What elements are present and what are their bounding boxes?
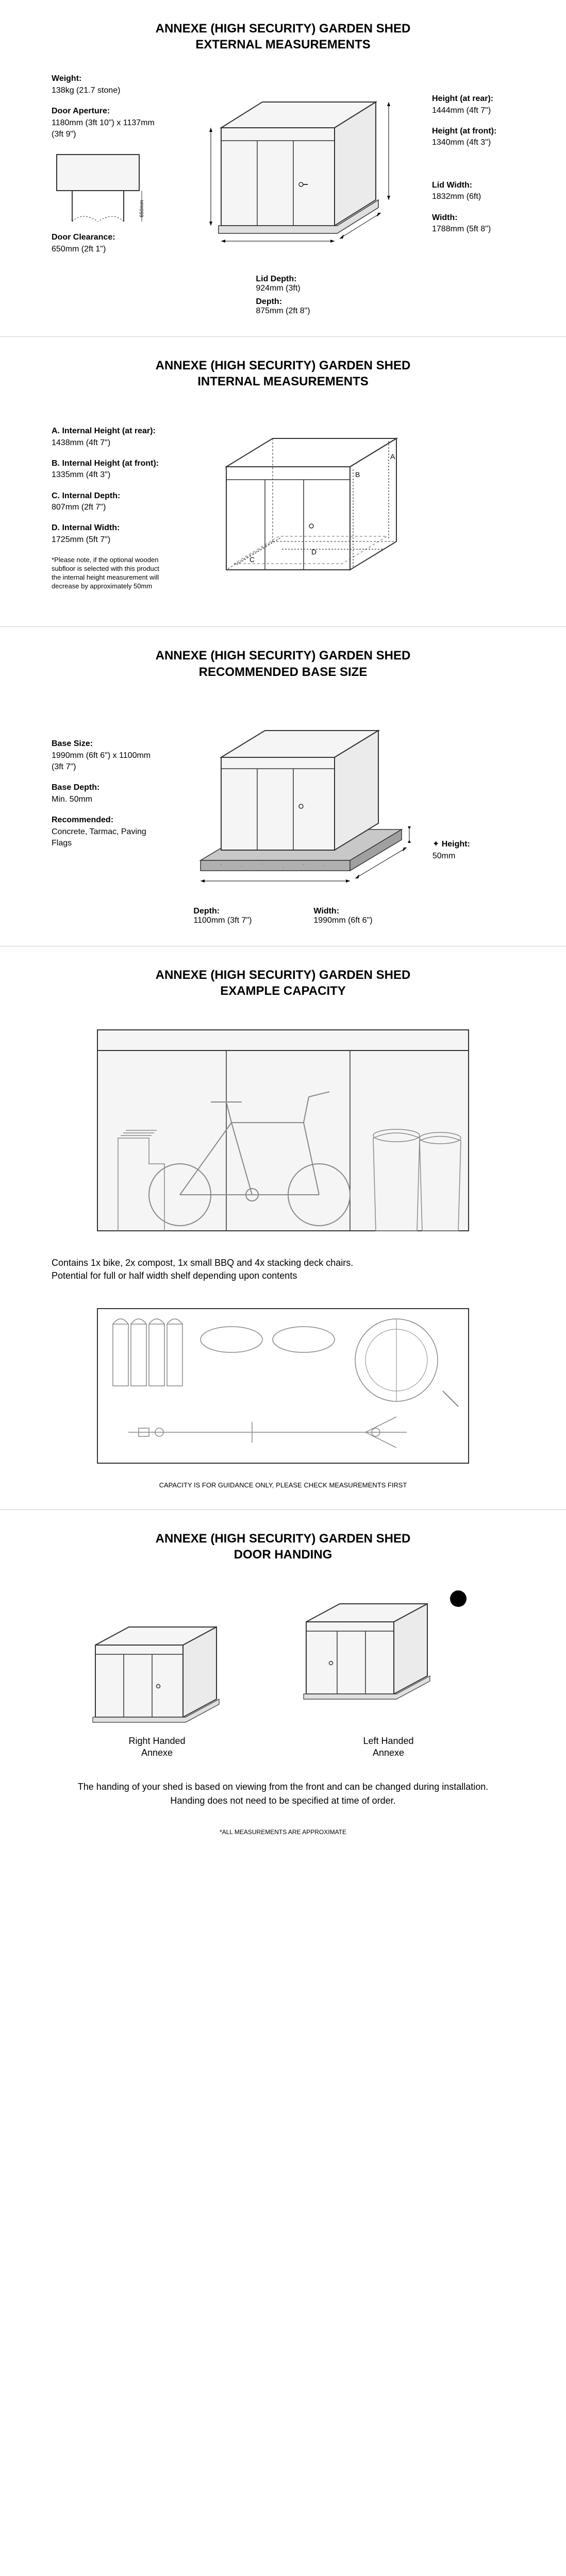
internal-specs-left: A. Internal Height (at rear): 1438mm (4f… — [52, 426, 165, 591]
base-height-value: 50mm — [432, 851, 514, 862]
b-label: B. Internal Height (at front): — [52, 458, 165, 469]
base-size-label: Base Size: — [52, 738, 164, 750]
base-specs-right: ✦ Height: 50mm — [432, 725, 514, 871]
base-depth-dim-label: Depth: — [193, 907, 252, 916]
title-line: ANNEXE (HIGH SECURITY) GARDEN SHED — [156, 1532, 411, 1546]
base-height-label: Height: — [442, 840, 470, 849]
title-line: ANNEXE (HIGH SECURITY) GARDEN SHED — [156, 649, 411, 663]
base-width-dim-value: 1990mm (6ft 6") — [313, 916, 372, 925]
aperture-value: 1180mm (3ft 10") x 1137mm (3ft 9") — [52, 117, 165, 141]
base-depth-label: Base Depth: — [52, 782, 164, 793]
section-capacity: ANNEXE (HIGH SECURITY) GARDEN SHED EXAMP… — [0, 946, 566, 1510]
svg-text:A: A — [390, 452, 395, 461]
height-rear-label: Height (at rear): — [432, 93, 514, 105]
capacity-note: CAPACITY IS FOR GUIDANCE ONLY, PLEASE CH… — [52, 1481, 514, 1489]
external-specs-left: Weight: 138kg (21.7 stone) Door Aperture… — [52, 73, 165, 264]
depth-label: Depth: — [256, 297, 310, 307]
svg-text:C: C — [249, 555, 255, 564]
height-rear-value: 1444mm (4ft 7") — [432, 105, 514, 116]
lid-depth-value: 924mm (3ft) — [256, 284, 310, 293]
section-handing: ANNEXE (HIGH SECURITY) GARDEN SHED DOOR … — [0, 1510, 566, 1856]
plus-icon: ✦ — [432, 840, 442, 849]
title-line: ANNEXE (HIGH SECURITY) GARDEN SHED — [156, 22, 411, 36]
a-label: A. Internal Height (at rear): — [52, 426, 165, 437]
title-line: EXTERNAL MEASUREMENTS — [195, 38, 371, 52]
title-line: EXAMPLE CAPACITY — [220, 984, 346, 998]
section-base: ANNEXE (HIGH SECURITY) GARDEN SHED RECOM… — [0, 627, 566, 946]
svg-text:D: D — [311, 548, 317, 556]
c-value: 807mm (2ft 7") — [52, 502, 165, 513]
right-label1: Right Handed — [80, 1735, 235, 1747]
capacity-side-diagram — [87, 1020, 479, 1241]
section-external: ANNEXE (HIGH SECURITY) GARDEN SHED EXTER… — [0, 0, 566, 337]
right-handed-item: Right Handed Annexe — [80, 1614, 235, 1759]
handing-text: The handing of your shed is based on vie… — [77, 1780, 489, 1808]
shed-external-diagram — [190, 81, 407, 257]
d-value: 1725mm (5ft 7") — [52, 534, 165, 546]
aperture-label: Door Aperture: — [52, 106, 165, 117]
external-title: ANNEXE (HIGH SECURITY) GARDEN SHED EXTER… — [52, 21, 514, 53]
clearance-value: 650mm (2ft 1") — [52, 244, 165, 255]
weight-label: Weight: — [52, 73, 165, 84]
width-label: Width: — [432, 212, 514, 224]
internal-title: ANNEXE (HIGH SECURITY) GARDEN SHED INTER… — [52, 358, 514, 389]
depth-value: 875mm (2ft 8") — [256, 307, 310, 316]
capacity-line1: Contains 1x bike, 2x compost, 1x small B… — [52, 1257, 514, 1269]
d-label: D. Internal Width: — [52, 522, 165, 534]
left-label2: Annexe — [291, 1747, 487, 1759]
door-aperture-icon: 650mm — [52, 149, 144, 232]
base-depth-dim-value: 1100mm (3ft 7") — [193, 916, 252, 925]
left-label1: Left Handed — [291, 1735, 487, 1747]
base-bottom-labels: Depth: 1100mm (3ft 7") Width: 1990mm (6f… — [52, 907, 514, 925]
capacity-top-diagram — [87, 1298, 479, 1473]
lid-depth-label: Lid Depth: — [256, 275, 310, 284]
base-width-dim-label: Width: — [313, 907, 372, 916]
weight-value: 138kg (21.7 stone) — [52, 85, 165, 96]
left-handed-diagram — [291, 1583, 487, 1727]
left-handed-item: Left Handed Annexe — [291, 1583, 487, 1759]
shed-base-diagram — [180, 701, 417, 896]
shed-internal-diagram: A B C D — [185, 410, 432, 606]
capacity-text: Contains 1x bike, 2x compost, 1x small B… — [52, 1257, 514, 1282]
capacity-title: ANNEXE (HIGH SECURITY) GARDEN SHED EXAMP… — [52, 967, 514, 999]
handing-title: ANNEXE (HIGH SECURITY) GARDEN SHED DOOR … — [52, 1531, 514, 1563]
right-handed-diagram — [80, 1614, 235, 1727]
external-bottom-labels: Lid Depth: 924mm (3ft) Depth: 875mm (2ft… — [52, 275, 514, 316]
base-size-value: 1990mm (6ft 6") x 1100mm (3ft 7") — [52, 750, 164, 773]
svg-text:B: B — [355, 470, 360, 479]
internal-note: *Please note, if the optional wooden sub… — [52, 556, 165, 591]
footer-note: *ALL MEASUREMENTS ARE APPROXIMATE — [52, 1828, 514, 1836]
lid-width-value: 1832mm (6ft) — [432, 191, 514, 202]
base-title: ANNEXE (HIGH SECURITY) GARDEN SHED RECOM… — [52, 648, 514, 680]
title-line: INTERNAL MEASUREMENTS — [197, 375, 369, 388]
lid-width-label: Lid Width: — [432, 180, 514, 191]
title-line: ANNEXE (HIGH SECURITY) GARDEN SHED — [156, 968, 411, 982]
right-label2: Annexe — [80, 1747, 235, 1759]
b-value: 1335mm (4ft 3") — [52, 469, 165, 481]
title-line: RECOMMENDED BASE SIZE — [199, 665, 368, 679]
title-line: DOOR HANDING — [234, 1548, 332, 1562]
height-front-value: 1340mm (4ft 3") — [432, 137, 514, 148]
c-label: C. Internal Depth: — [52, 490, 165, 502]
base-depth-value: Min. 50mm — [52, 794, 164, 805]
base-rec-value: Concrete, Tarmac, Paving Flags — [52, 826, 164, 850]
base-specs-left: Base Size: 1990mm (6ft 6") x 1100mm (3ft… — [52, 738, 164, 858]
clearance-label: Door Clearance: — [52, 232, 165, 243]
width-value: 1788mm (5ft 8") — [432, 224, 514, 235]
a-value: 1438mm (4ft 7") — [52, 437, 165, 449]
title-line: ANNEXE (HIGH SECURITY) GARDEN SHED — [156, 359, 411, 372]
svg-text:650mm: 650mm — [139, 200, 144, 217]
base-rec-label: Recommended: — [52, 815, 164, 826]
section-internal: ANNEXE (HIGH SECURITY) GARDEN SHED INTER… — [0, 337, 566, 627]
height-front-label: Height (at front): — [432, 126, 514, 137]
external-specs-right: Height (at rear): 1444mm (4ft 7") Height… — [432, 93, 514, 244]
capacity-line2: Potential for full or half width shelf d… — [52, 1269, 514, 1282]
